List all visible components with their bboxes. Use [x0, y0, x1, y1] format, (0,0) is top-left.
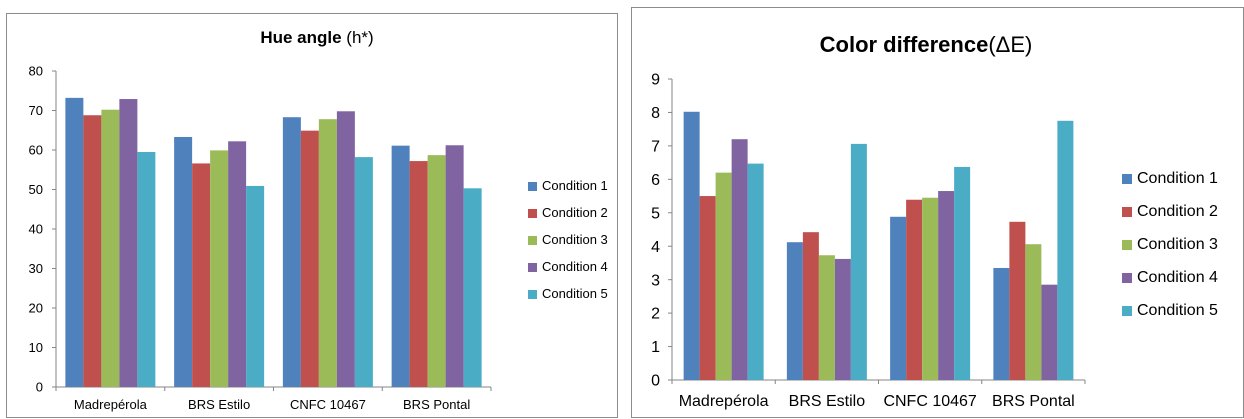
y-tick-label: 8 — [651, 105, 660, 122]
chart-title: Hue angle (h*) — [260, 28, 373, 47]
x-category-label: Madrepérola — [74, 397, 148, 412]
bar-condition-2-3 — [409, 161, 428, 387]
y-tick-label: 0 — [651, 373, 660, 390]
legend-label: Condition 1 — [1137, 170, 1218, 187]
legend-swatch — [528, 209, 537, 218]
y-tick-label: 5 — [651, 205, 660, 222]
x-category-label: BRS Estilo — [188, 397, 250, 412]
chart-title-unit: (ΔE) — [988, 32, 1032, 57]
bar-condition-3-2 — [922, 197, 939, 380]
bar-condition-4-0 — [119, 99, 138, 388]
bar-condition-5-3 — [463, 188, 482, 387]
legend-label: Condition 4 — [1137, 269, 1218, 286]
y-tick-label: 2 — [651, 306, 660, 323]
chart-title-bold: Hue angle — [260, 28, 341, 47]
y-tick-label: 20 — [29, 301, 43, 316]
bar-condition-1-1 — [174, 136, 193, 387]
y-tick-label: 30 — [29, 261, 43, 276]
bar-condition-2-1 — [192, 163, 211, 387]
bar-condition-5-0 — [747, 163, 764, 380]
chart-title: Color difference(ΔE) — [820, 32, 1033, 57]
x-category-label: BRS Pontal — [403, 397, 470, 412]
legend-swatch — [1122, 240, 1132, 250]
bar-condition-4-3 — [1041, 284, 1058, 380]
legend-label: Condition 2 — [1137, 203, 1218, 220]
x-category-label: CNFC 10467 — [883, 393, 976, 410]
legend-swatch — [528, 236, 537, 245]
bar-condition-2-1 — [802, 232, 819, 380]
legend-label: Condition 5 — [542, 286, 608, 301]
bar-condition-1-3 — [993, 267, 1010, 380]
bar-condition-1-0 — [683, 111, 700, 380]
bar-condition-4-2 — [336, 111, 355, 387]
bar-condition-2-2 — [906, 199, 923, 380]
bar-condition-3-1 — [818, 255, 835, 380]
bar-condition-3-0 — [715, 172, 732, 380]
x-category-label: BRS Estilo — [789, 393, 866, 410]
legend-swatch — [1122, 207, 1132, 217]
chart-title-bold: Color difference — [820, 32, 989, 57]
legend-label: Condition 1 — [542, 178, 608, 193]
hue-angle-chart-panel: Hue angle (h*) 0 10 20 30 40 50 60 70 80 Madrepéro… — [6, 13, 618, 418]
legend-label: Condition 5 — [1137, 302, 1218, 319]
y-tick-label: 6 — [651, 172, 660, 189]
bar-condition-2-0 — [83, 115, 102, 388]
legend-swatch — [528, 290, 537, 299]
bar-condition-5-1 — [246, 185, 265, 387]
y-tick-label: 80 — [29, 64, 43, 79]
color-difference-chart-panel: Color difference(ΔE) 0 1 2 3 4 5 6 7 8 9 Madrepérol… — [631, 7, 1244, 418]
bar-condition-1-2 — [282, 117, 301, 387]
chart-title-unit: (h*) — [342, 28, 374, 47]
bar-condition-2-0 — [699, 196, 716, 380]
legend-label: Condition 3 — [542, 232, 608, 247]
bar-condition-1-1 — [786, 242, 803, 380]
legend-label: Condition 2 — [542, 205, 608, 220]
bar-condition-3-3 — [1025, 244, 1042, 380]
legend-swatch — [528, 182, 537, 191]
hue-angle-chart: Hue angle (h*) 0 10 20 30 40 50 60 70 80 Madrepéro… — [29, 28, 608, 412]
color-difference-chart: Color difference(ΔE) 0 1 2 3 4 5 6 7 8 9 Madrepérol… — [651, 32, 1218, 410]
x-category-label: CNFC 10467 — [290, 397, 366, 412]
bar-condition-1-3 — [391, 145, 410, 387]
y-tick-label: 1 — [651, 339, 660, 356]
legend-swatch — [1122, 306, 1132, 316]
bar-condition-3-0 — [101, 109, 120, 388]
bar-condition-1-2 — [890, 216, 907, 380]
y-tick-label: 70 — [29, 103, 43, 118]
bar-condition-4-3 — [445, 145, 464, 387]
x-category-label: BRS Pontal — [992, 393, 1075, 410]
bar-condition-1-0 — [65, 97, 84, 388]
bar-condition-2-3 — [1009, 221, 1026, 380]
legend-label: Condition 4 — [542, 259, 608, 274]
bar-condition-3-1 — [210, 150, 229, 387]
y-tick-label: 0 — [36, 380, 43, 395]
bar-condition-4-1 — [228, 141, 247, 387]
bar-condition-5-1 — [850, 143, 867, 380]
y-tick-label: 7 — [651, 138, 660, 155]
legend-swatch — [1122, 174, 1132, 184]
legend-label: Condition 3 — [1137, 236, 1218, 253]
y-tick-label: 4 — [651, 239, 660, 256]
y-tick-label: 9 — [651, 72, 660, 89]
bar-condition-2-2 — [300, 130, 319, 387]
legend-swatch — [1122, 273, 1132, 283]
bar-condition-4-0 — [731, 139, 748, 380]
y-tick-label: 40 — [29, 222, 43, 237]
bar-condition-5-0 — [137, 151, 156, 387]
legend-swatch — [528, 263, 537, 272]
bar-condition-5-3 — [1057, 120, 1074, 381]
x-category-label: Madrepérola — [679, 393, 769, 410]
y-tick-label: 10 — [29, 340, 43, 355]
bar-condition-5-2 — [354, 157, 373, 387]
bar-condition-5-2 — [954, 166, 971, 380]
bar-condition-4-1 — [834, 258, 851, 380]
y-tick-label: 60 — [29, 143, 43, 158]
bar-condition-3-2 — [318, 119, 337, 387]
bar-condition-4-2 — [938, 191, 955, 380]
y-tick-label: 3 — [651, 272, 660, 289]
bar-condition-3-3 — [427, 155, 446, 387]
y-tick-label: 50 — [29, 182, 43, 197]
